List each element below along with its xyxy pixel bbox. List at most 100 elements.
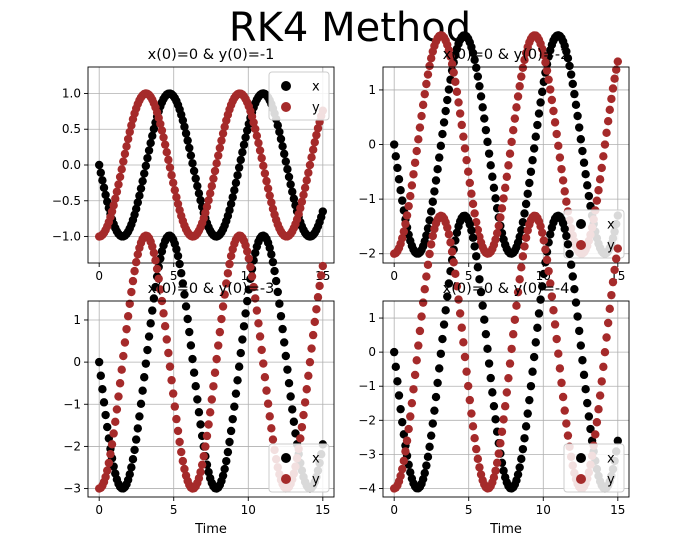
legend-label-y: y	[312, 101, 320, 116]
legend-label-y: y	[607, 473, 615, 488]
x-point	[565, 61, 574, 71]
x-point	[433, 378, 442, 388]
y-point	[414, 135, 423, 144]
x-point	[573, 111, 582, 121]
y-point	[607, 290, 616, 300]
y-point	[162, 335, 171, 344]
y-point	[254, 319, 263, 328]
x-point	[143, 345, 152, 355]
y-point	[592, 418, 602, 427]
y-point	[554, 141, 563, 150]
y-point	[252, 131, 262, 141]
y-point	[205, 408, 215, 417]
y-point	[462, 155, 471, 165]
x-point	[98, 176, 107, 185]
y-point	[399, 227, 409, 236]
x-point	[443, 95, 452, 105]
y-point	[507, 344, 516, 354]
y-point	[546, 85, 555, 94]
x-point	[613, 436, 623, 445]
y-tick-label: −1	[63, 397, 81, 411]
x-point	[234, 362, 244, 371]
y-point	[263, 399, 273, 408]
y-point	[210, 368, 220, 377]
y-point	[162, 147, 171, 157]
y-point	[223, 269, 233, 278]
y-point	[222, 279, 231, 288]
legend: xy	[563, 209, 625, 259]
y-point	[133, 250, 142, 259]
y-point	[199, 452, 208, 461]
x-point	[426, 431, 436, 440]
x-point	[136, 399, 146, 408]
y-point	[610, 265, 619, 275]
y-point	[299, 190, 308, 200]
y-point	[159, 133, 168, 142]
x-point	[275, 127, 284, 137]
y-point	[111, 194, 120, 203]
y-point	[452, 87, 462, 97]
x-point	[523, 409, 532, 418]
x-point	[196, 420, 205, 429]
x-point	[94, 160, 104, 170]
y-point	[130, 266, 139, 276]
x-point	[280, 149, 289, 159]
y-tick-label: 1	[368, 83, 376, 97]
x-point	[481, 125, 491, 135]
x-point	[481, 329, 491, 339]
y-point	[505, 359, 515, 368]
x-point	[475, 81, 484, 91]
y-point	[259, 359, 268, 368]
y-point	[470, 209, 479, 218]
x-point	[231, 389, 241, 398]
y-point	[262, 176, 271, 186]
x-point	[146, 138, 155, 148]
y-point	[420, 285, 429, 294]
legend-label-x: x	[312, 80, 320, 95]
x-point	[526, 381, 536, 391]
x-point	[426, 207, 436, 216]
x-tick-label: 0	[390, 269, 398, 283]
y-point	[204, 420, 213, 429]
y-point	[296, 203, 305, 213]
x-point	[183, 136, 192, 145]
y-point	[558, 392, 568, 402]
legend-marker-x	[281, 81, 291, 91]
y-point	[164, 348, 173, 358]
x-point	[491, 194, 500, 203]
y-point	[536, 222, 545, 231]
x-point	[318, 207, 328, 216]
x-point	[225, 437, 234, 447]
x-point	[583, 181, 592, 190]
y-point	[541, 58, 550, 67]
legend-marker-y	[281, 102, 291, 112]
y-point	[595, 391, 605, 400]
x-point	[178, 279, 188, 288]
y-point	[513, 287, 523, 297]
x-point	[570, 89, 579, 99]
y-point	[173, 426, 183, 436]
y-point	[159, 309, 168, 318]
x-point	[220, 464, 229, 474]
y-point	[308, 330, 318, 340]
y-point	[112, 187, 122, 196]
y-point	[127, 287, 136, 297]
y-point	[550, 320, 560, 329]
y-point	[107, 440, 117, 449]
x-point	[531, 338, 540, 347]
x-tick-label: 0	[95, 269, 103, 283]
x-point	[538, 282, 547, 291]
x-point	[566, 260, 576, 269]
y-point	[426, 240, 436, 249]
y-point	[470, 434, 479, 443]
y-point	[265, 412, 274, 421]
y-point	[307, 153, 316, 162]
x-point	[430, 187, 439, 196]
x-point	[476, 287, 486, 297]
legend-label-x: x	[607, 218, 615, 233]
x-point	[222, 456, 231, 466]
x-point	[513, 470, 523, 479]
y-point	[315, 281, 324, 291]
y-point	[168, 178, 178, 188]
x-point	[286, 180, 295, 189]
